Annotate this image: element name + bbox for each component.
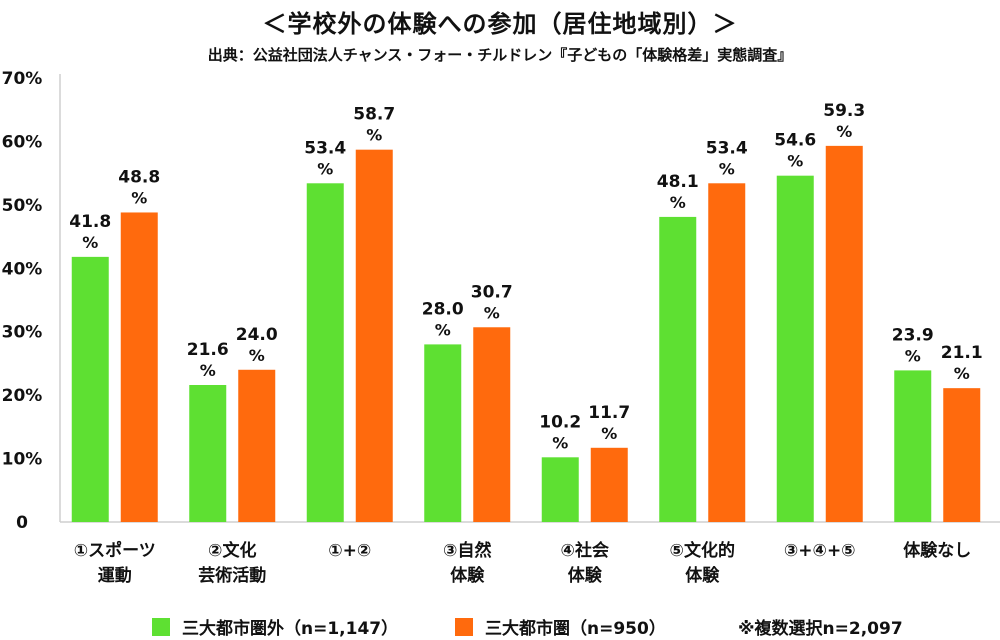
data-label-unit: % — [200, 361, 216, 380]
x-category-label: ⑤文化的 — [670, 540, 735, 561]
y-tick-label: 60% — [2, 132, 43, 152]
legend-swatch-outer — [152, 617, 170, 636]
y-tick-label: 0 — [16, 513, 28, 533]
legend-label-outer: 三大都市圏外（n=1,147） — [182, 619, 399, 639]
data-label-unit: % — [435, 320, 451, 339]
data-label: 53.4 — [304, 138, 346, 158]
legend-item-metro: 三大都市圏（n=950） — [455, 614, 666, 639]
data-label-unit: % — [484, 303, 500, 322]
bar-metro — [825, 145, 863, 522]
data-label-unit: % — [954, 364, 970, 383]
bar-outer — [776, 175, 814, 522]
x-category-label: 体験 — [685, 565, 720, 586]
data-label: 23.9 — [892, 325, 934, 345]
data-label: 30.7 — [471, 282, 513, 302]
x-category-label: ③+④+⑤ — [784, 541, 856, 561]
bar-metro — [238, 369, 276, 522]
data-label-unit: % — [249, 346, 265, 365]
bar-metro — [590, 447, 628, 522]
x-category-label: 運動 — [98, 565, 132, 586]
data-label-unit: % — [82, 233, 98, 252]
data-label-unit: % — [836, 122, 852, 141]
data-label: 11.7 — [588, 403, 630, 423]
x-category-label: 体験 — [568, 565, 603, 586]
x-category-label: ①+② — [328, 541, 371, 561]
legend-label-metro: 三大都市圏（n=950） — [485, 619, 666, 639]
x-category-label: 体験 — [450, 565, 485, 586]
data-label: 21.6 — [187, 340, 229, 360]
x-category-label: 体験なし — [903, 540, 971, 561]
data-label: 54.6 — [774, 131, 816, 151]
legend-note: ※複数選択n=2,097 — [738, 619, 903, 639]
data-label: 59.3 — [823, 101, 865, 121]
bar-outer — [659, 216, 697, 522]
data-label: 24.0 — [236, 325, 278, 345]
y-tick-label: 50% — [2, 196, 43, 216]
y-tick-label: 30% — [2, 323, 43, 343]
data-label-unit: % — [131, 188, 147, 207]
data-label: 48.1 — [657, 172, 699, 192]
data-label-unit: % — [719, 159, 735, 178]
bar-outer — [189, 384, 227, 522]
bar-metro — [355, 149, 393, 522]
data-label-unit: % — [601, 424, 617, 443]
x-category-label: ④社会 — [561, 540, 609, 561]
bar-outer — [71, 256, 109, 522]
data-label: 21.1 — [941, 343, 983, 363]
data-label-unit: % — [552, 433, 568, 452]
x-category-label: 芸術活動 — [198, 565, 266, 586]
data-label: 53.4 — [706, 138, 748, 158]
bar-metro — [943, 388, 981, 522]
bar-outer — [424, 344, 462, 522]
bar-metro — [708, 183, 746, 522]
data-label: 48.8 — [118, 167, 160, 187]
y-tick-label: 40% — [2, 259, 43, 279]
data-label: 58.7 — [353, 105, 395, 125]
bar-metro — [120, 212, 158, 522]
data-label: 10.2 — [539, 412, 581, 432]
bar-metro — [473, 327, 511, 522]
x-category-label: ①スポーツ — [74, 540, 156, 561]
data-label: 28.0 — [422, 299, 464, 319]
chart-source: 出典：公益社団法人チャンス・フォー・チルドレン『子どもの「体験格差」実態調査』 — [207, 46, 793, 64]
data-label-unit: % — [317, 159, 333, 178]
bar-outer — [894, 370, 932, 522]
data-label-unit: % — [787, 152, 803, 171]
data-label: 41.8 — [69, 212, 111, 232]
x-category-label: ③自然 — [443, 540, 491, 561]
y-tick-label: 10% — [2, 450, 43, 470]
legend-swatch-metro — [455, 617, 473, 636]
y-tick-label: 20% — [2, 386, 43, 406]
chart-title: ＜学校外の体験への参加（居住地域別）＞ — [262, 10, 738, 38]
legend-item-outer: 三大都市圏外（n=1,147） — [152, 614, 398, 639]
data-label-unit: % — [905, 346, 921, 365]
data-label-unit: % — [366, 126, 382, 145]
bar-outer — [306, 183, 344, 522]
data-label-unit: % — [670, 193, 686, 212]
legend: 三大都市圏外（n=1,147） 三大都市圏（n=950） ※複数選択n=2,09… — [0, 614, 1000, 639]
bar-outer — [541, 457, 579, 522]
x-category-label: ②文化 — [208, 540, 256, 561]
y-tick-label: 70% — [2, 69, 43, 89]
